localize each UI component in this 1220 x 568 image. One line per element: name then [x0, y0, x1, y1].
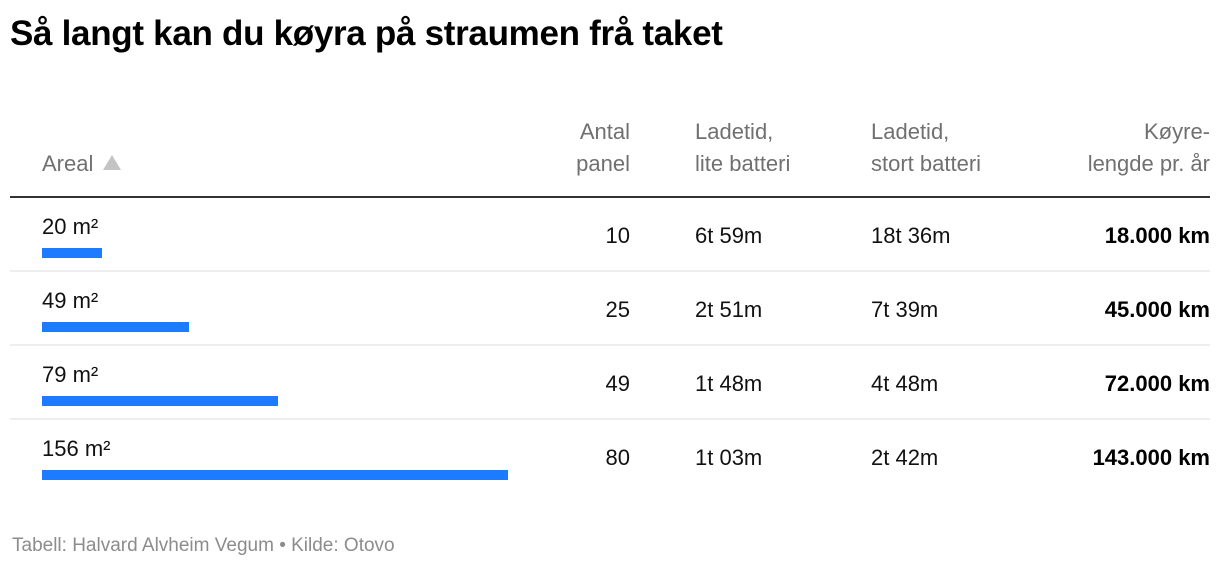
- driving-distance: 18.000 km: [1104, 223, 1210, 248]
- areal-value: 156 m²: [42, 436, 111, 461]
- charge-time-large-battery: 7t 39m: [871, 297, 939, 322]
- column-header-koyre-line2: lengde pr. år: [1087, 151, 1210, 176]
- areal-value: 20 m²: [42, 214, 99, 239]
- charge-time-small-battery: 1t 48m: [695, 371, 763, 396]
- driving-distance: 143.000 km: [1092, 445, 1210, 470]
- areal-bar: [42, 470, 508, 480]
- areal-cell: 49 m²: [42, 288, 189, 332]
- sort-ascending-icon[interactable]: [103, 154, 122, 170]
- areal-cell: 79 m²: [42, 362, 278, 406]
- table-body: 20 m² 10 6t 59m 18t 36m 18.000 km 49 m² …: [10, 198, 1210, 492]
- panel-count: 10: [605, 223, 630, 248]
- column-header-areal-label: Areal: [42, 151, 94, 176]
- areal-cell: 20 m²: [42, 214, 102, 258]
- table-row: 79 m² 49 1t 48m 4t 48m 72.000 km: [10, 346, 1210, 420]
- charge-time-large-battery: 2t 42m: [871, 445, 939, 470]
- column-header-stort-batteri[interactable]: Ladetid, stort batteri: [871, 116, 981, 180]
- column-header-panel-line2: panel: [576, 151, 630, 176]
- column-header-lite-line1: Ladetid,: [695, 119, 774, 144]
- charge-time-large-battery: 4t 48m: [871, 371, 939, 396]
- column-header-stort-line2: stort batteri: [871, 151, 982, 176]
- column-header-panel[interactable]: Antal panel: [576, 116, 630, 180]
- column-header-areal[interactable]: Areal: [42, 148, 122, 180]
- areal-cell: 156 m²: [42, 436, 508, 480]
- charge-time-small-battery: 6t 59m: [695, 223, 763, 248]
- source-credit: Tabell: Halvard Alvheim Vegum • Kilde: O…: [12, 535, 395, 556]
- charge-time-small-battery: 2t 51m: [695, 297, 763, 322]
- areal-value: 49 m²: [42, 288, 99, 313]
- areal-bar: [42, 396, 278, 406]
- table-row: 20 m² 10 6t 59m 18t 36m 18.000 km: [10, 198, 1210, 272]
- areal-value: 79 m²: [42, 362, 99, 387]
- areal-bar: [42, 248, 102, 258]
- panel-count: 49: [605, 371, 630, 396]
- table-row: 49 m² 25 2t 51m 7t 39m 45.000 km: [10, 272, 1210, 346]
- column-header-lite-batteri[interactable]: Ladetid, lite batteri: [695, 116, 790, 180]
- column-header-stort-line1: Ladetid,: [871, 119, 950, 144]
- panel-count: 80: [605, 445, 630, 470]
- column-header-panel-line1: Antal: [579, 119, 630, 144]
- table-header: Areal Antal panel Ladetid, lite batteri …: [10, 116, 1210, 198]
- charge-time-large-battery: 18t 36m: [871, 223, 951, 248]
- column-header-koyre-line1: Køyre-: [1144, 119, 1210, 144]
- table-row: 156 m² 80 1t 03m 2t 42m 143.000 km: [10, 420, 1210, 492]
- driving-distance: 72.000 km: [1104, 371, 1210, 396]
- column-header-koyrelengde[interactable]: Køyre- lengde pr. år: [1088, 116, 1210, 180]
- panel-count: 25: [605, 297, 630, 322]
- driving-distance: 45.000 km: [1104, 297, 1210, 322]
- charge-time-small-battery: 1t 03m: [695, 445, 763, 470]
- column-header-lite-line2: lite batteri: [695, 151, 791, 176]
- areal-bar: [42, 322, 189, 332]
- page-title: Så langt kan du køyra på straumen frå ta…: [10, 14, 723, 53]
- data-table: Areal Antal panel Ladetid, lite batteri …: [10, 116, 1210, 492]
